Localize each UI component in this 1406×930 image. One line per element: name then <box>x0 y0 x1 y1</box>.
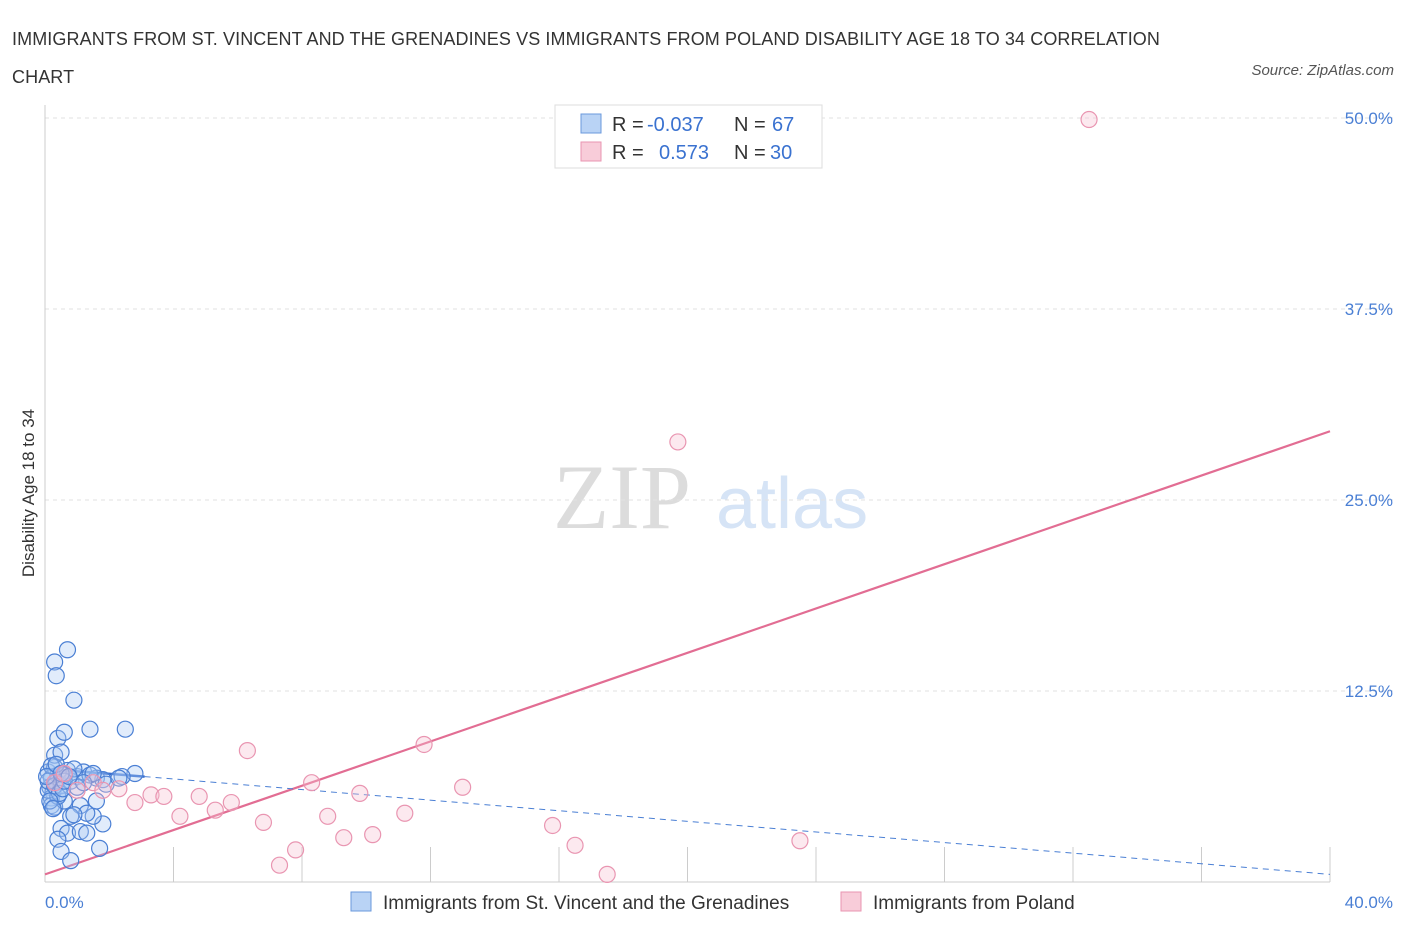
blue-point-32 <box>78 824 96 842</box>
blue-point-36 <box>91 839 109 857</box>
pink-point-21 <box>364 826 382 844</box>
blue-point-11 <box>49 729 67 747</box>
legend-n-value-pink: 30 <box>770 142 792 164</box>
series-blue-points <box>38 641 144 870</box>
watermark-zip: ZIP <box>553 446 691 548</box>
pink-point-8 <box>155 787 173 806</box>
blue-point-35 <box>62 852 80 870</box>
blue-point-15 <box>46 653 64 671</box>
pink-point-23 <box>415 735 433 754</box>
legend-top: R = -0.037 N = 67 R = 0.573 N = 30 <box>554 104 823 169</box>
blue-point-31 <box>71 822 89 841</box>
pink-point-14 <box>254 813 273 832</box>
watermark-atlas: atlas <box>716 464 868 544</box>
blue-point-18 <box>65 691 83 709</box>
pink-point-19 <box>335 829 353 847</box>
pink-point-27 <box>598 865 616 883</box>
pink-point-11 <box>206 801 224 819</box>
trendline-blue-dashed <box>144 776 1331 875</box>
legend-r-value-pink: 0.573 <box>659 142 709 164</box>
legend-r-label-pink: R = <box>612 142 644 164</box>
bottom-legend-label-blue: Immigrants from St. Vincent and the Gren… <box>383 893 789 914</box>
pink-point-24 <box>454 778 472 796</box>
pink-point-5 <box>110 780 128 798</box>
pink-point-extra <box>669 433 687 451</box>
bottom-legend-swatch-pink <box>840 891 862 912</box>
y-tick-label-1: 25.0% <box>1345 491 1393 510</box>
bottom-legend-label-pink: Immigrants from Poland <box>873 893 1075 914</box>
pink-point-22 <box>396 804 414 822</box>
axes <box>44 105 1331 883</box>
pink-point-1 <box>55 764 73 783</box>
gridlines <box>45 117 1395 692</box>
blue-point-43 <box>116 720 134 738</box>
x-tick-label-0: 0.0% <box>45 893 84 912</box>
blue-point-16 <box>47 667 65 685</box>
pink-point-6 <box>126 793 144 812</box>
blue-point-17 <box>58 641 77 659</box>
pink-point-18 <box>319 807 337 825</box>
tick-labels: 12.5% 25.0% 37.5% 50.0% 0.0% 40.0% <box>45 109 1393 912</box>
blue-point-63 <box>65 806 83 824</box>
blue-point-66 <box>60 767 78 786</box>
y-tick-label-3: 50.0% <box>1345 109 1393 128</box>
pink-point-12 <box>222 793 240 812</box>
pink-point-29 <box>1080 110 1098 129</box>
pink-point-7 <box>142 786 160 804</box>
pink-point-25 <box>543 816 562 835</box>
pink-point-16 <box>286 841 305 859</box>
pink-point-9 <box>171 807 189 825</box>
legend-r-value-blue: -0.037 <box>647 114 704 136</box>
pink-point-28 <box>791 832 809 850</box>
pink-point-10 <box>190 787 208 806</box>
blue-point-30 <box>58 824 77 842</box>
trendline-pink <box>44 430 1331 876</box>
blue-point-44 <box>126 764 144 783</box>
legend-bottom: Immigrants from St. Vincent and the Gren… <box>350 891 1075 914</box>
pink-point-2 <box>68 781 86 799</box>
legend-n-value-blue: 67 <box>772 114 794 136</box>
blue-point-57 <box>44 800 62 818</box>
y-tick-label-0: 12.5% <box>1345 682 1393 701</box>
y-tick-label-2: 37.5% <box>1345 300 1393 319</box>
pink-point-17 <box>303 774 321 792</box>
blue-point-39 <box>78 804 96 822</box>
chart-title: IMMIGRANTS FROM ST. VINCENT AND THE GREN… <box>12 29 1161 87</box>
blue-point-12 <box>55 723 73 741</box>
pink-point-15 <box>270 856 289 874</box>
legend-n-label-pink: N = <box>734 142 766 164</box>
blue-point-40 <box>87 792 106 810</box>
legend-r-label-blue: R = <box>612 114 644 136</box>
pink-point-20 <box>351 784 369 802</box>
pink-point-26 <box>566 836 584 854</box>
blue-point-19 <box>81 720 99 738</box>
pink-point-13 <box>238 741 256 760</box>
series-pink-points <box>46 110 1098 883</box>
x-tick-label-1: 40.0% <box>1345 893 1393 912</box>
legend-n-label-blue: N = <box>734 114 766 136</box>
legend-swatch-blue <box>580 113 602 134</box>
pink-point-4 <box>94 781 112 799</box>
chart-source: Source: ZipAtlas.com <box>1251 62 1394 79</box>
bottom-legend-swatch-blue <box>350 891 372 912</box>
y-axis-title: Disability Age 18 to 34 <box>19 409 38 577</box>
legend-swatch-pink <box>580 141 602 162</box>
